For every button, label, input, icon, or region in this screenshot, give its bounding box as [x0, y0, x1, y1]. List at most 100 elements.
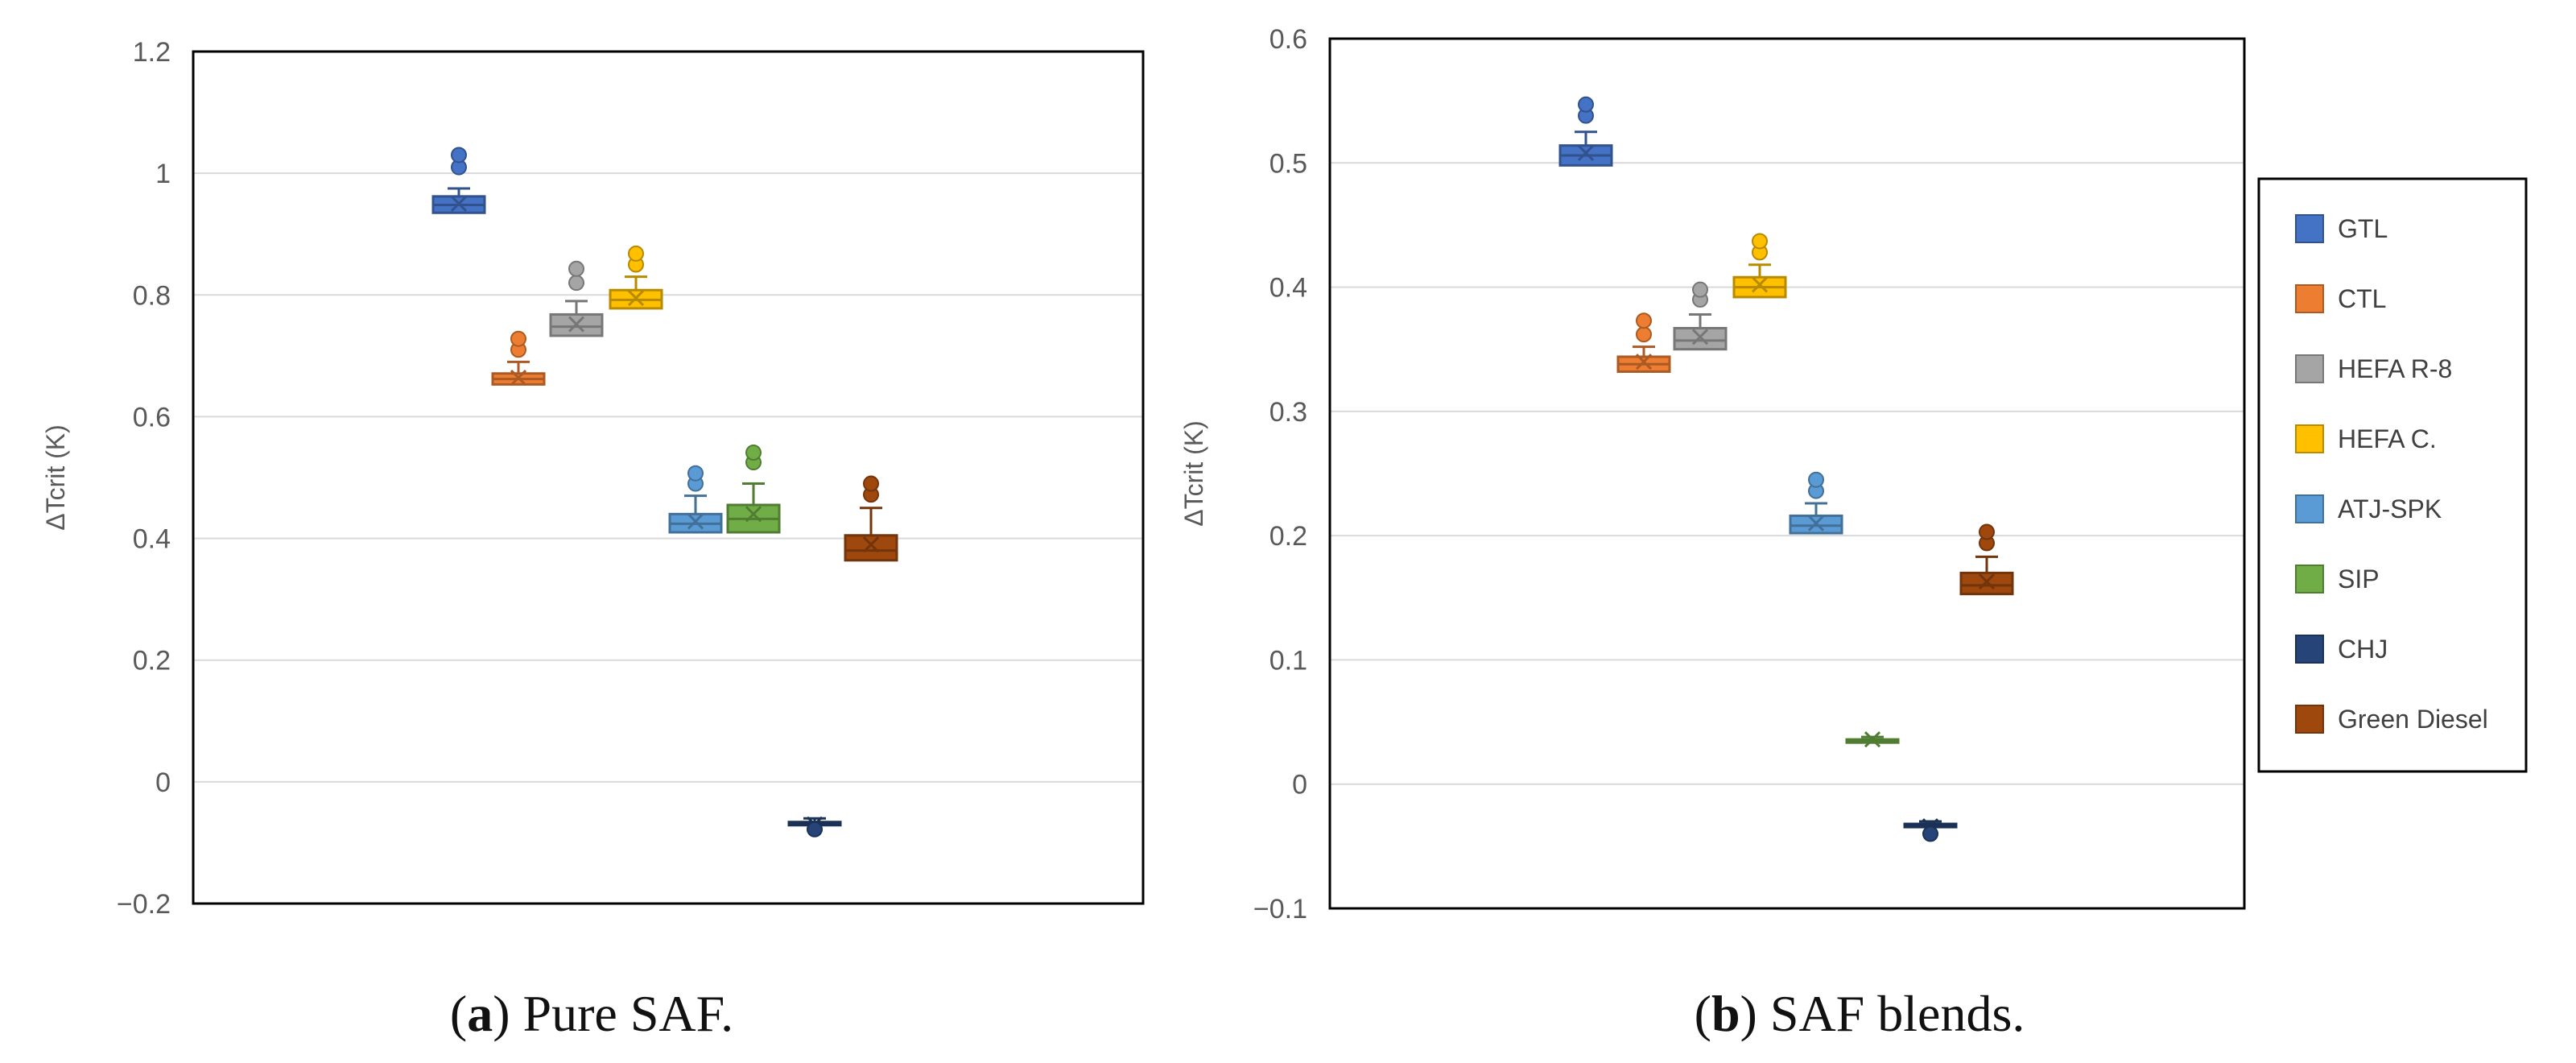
outlier-chj [807, 821, 823, 838]
legend-swatch-chj [2295, 635, 2324, 664]
legend-label-sip: SIP [2338, 565, 2380, 594]
mean-marker-hefa-r-8 [568, 316, 585, 333]
panel-a-y-tick-label: 1.2 [133, 37, 171, 68]
mean-marker-green-diesel [1978, 573, 1996, 590]
mean-marker-stroke [1691, 329, 1709, 345]
legend-label-hefa-r-8: HEFA R-8 [2338, 354, 2452, 383]
mean-marker-ctl [510, 370, 527, 387]
panel-b-y-tick-label: −0.1 [1253, 894, 1307, 924]
outlier-chj [1922, 825, 1938, 842]
panel-b-y-tick-label: 0.6 [1269, 24, 1307, 55]
box-gtl [431, 147, 486, 214]
mean-marker-atj-spk [687, 513, 704, 530]
outlier-gtl [1578, 96, 1594, 113]
mean-marker-stroke [745, 506, 762, 523]
legend-label-gtl: GTL [2338, 214, 2388, 243]
mean-marker-stroke [1807, 515, 1825, 532]
legend-item-atj-spk: ATJ-SPK [2295, 494, 2442, 523]
outlier-atj-spk [687, 465, 704, 482]
legend-swatch-hefa-c [2295, 424, 2324, 453]
legend-items: GTL CTL HEFA R-8 HEFA C. ATJ-SPK SIP CHJ Green … [2295, 214, 2488, 734]
panel-a-y-tick-label: 0.2 [133, 646, 171, 676]
panel-b-plot-frame [1328, 37, 2246, 910]
legend-item-hefa-c: HEFA C. [2295, 424, 2437, 453]
box-sip [1845, 731, 1900, 748]
panel-a-y-tick-label: 1 [155, 159, 171, 189]
legend-swatch-sip [2295, 565, 2324, 594]
panel-b-y-axis-label: ΔTcrit (K) [1179, 420, 1208, 527]
mean-marker-stroke [1978, 573, 1996, 590]
box-sip [726, 445, 781, 534]
panel-b-y-tick-label: 0.4 [1269, 273, 1307, 304]
mean-marker-stroke [510, 370, 527, 387]
panel-a-y-axis-label: ΔTcrit (K) [41, 424, 70, 531]
mean-marker-green-diesel [862, 536, 880, 553]
panel-b-y-tick-label: 0.3 [1269, 397, 1307, 428]
legend-frame [2257, 177, 2528, 773]
mean-marker-hefa-c [627, 290, 645, 307]
outlier-hefa-r-8 [568, 275, 584, 292]
mean-marker-stroke [862, 536, 880, 553]
panel-b-y-tick-label: 0.2 [1269, 521, 1307, 552]
legend-swatch-green-diesel [2295, 705, 2324, 734]
box-hefa-r-8 [1673, 281, 1728, 351]
mean-marker-hefa-r-8 [1691, 329, 1709, 345]
panel-a-y-ticks: −0.2 0 0.2 0.4 0.6 0.8 1 1.2 [117, 37, 171, 920]
mean-marker-stroke [1864, 731, 1881, 748]
mean-marker-gtl [1577, 144, 1595, 162]
box-atj-spk [1789, 471, 1843, 535]
outlier-ctl [510, 330, 526, 347]
outlier-hefa-c [628, 245, 644, 262]
outlier-hefa-r-8 [1692, 281, 1708, 298]
box-green-diesel [844, 475, 898, 562]
box-ctl [491, 330, 546, 387]
outlier-ctl [1636, 312, 1652, 329]
panel-b-y-tick-label: 0.5 [1269, 148, 1307, 179]
mean-marker-stroke [1751, 276, 1769, 293]
mean-marker-ctl [1635, 354, 1653, 370]
box-hefa-c [609, 245, 663, 310]
legend-item-ctl: CTL [2295, 284, 2386, 313]
outlier-green-diesel [1979, 523, 1995, 540]
outlier-green-diesel [863, 475, 879, 492]
legend-label-chj: CHJ [2338, 635, 2388, 664]
box-atj-spk [668, 465, 723, 534]
mean-marker-hefa-c [1751, 276, 1769, 293]
legend-label-atj-spk: ATJ-SPK [2338, 494, 2442, 523]
mean-marker-stroke [450, 195, 468, 212]
legend-label-hefa-c: HEFA C. [2338, 424, 2437, 453]
panel-b-gridlines [1330, 162, 2244, 785]
iqr-box-green-diesel [1959, 571, 2014, 596]
legend-swatch-gtl [2295, 214, 2324, 243]
mean-marker-stroke [1577, 144, 1595, 162]
legend: GTL CTL HEFA R-8 HEFA C. ATJ-SPK SIP CHJ Green … [2257, 177, 2528, 773]
mean-marker-sip [1864, 731, 1881, 748]
iqr-box-green-diesel [844, 534, 898, 562]
iqr-box-hefa-r-8 [1673, 326, 1728, 351]
mean-marker-stroke [627, 290, 645, 307]
box-gtl [1558, 96, 1613, 167]
mean-marker-stroke [1635, 354, 1653, 370]
panel-a-boxes [431, 147, 898, 838]
panel-a-caption-text: Pure SAF. [523, 985, 734, 1042]
outlier-sip [745, 445, 762, 461]
panel-a-y-tick-label: 0.8 [133, 280, 171, 311]
legend-item-chj: CHJ [2295, 635, 2388, 664]
outlier-hefa-c [1752, 233, 1768, 250]
box-hefa-r-8 [549, 260, 604, 337]
legend-label-ctl: CTL [2338, 284, 2386, 313]
panel-b-caption-label: b [1711, 985, 1740, 1042]
legend-item-green-diesel: Green Diesel [2295, 705, 2488, 734]
mean-marker-stroke [568, 316, 585, 333]
legend-item-hefa-r-8: HEFA R-8 [2295, 354, 2452, 383]
outlier-hefa-r-8 [568, 260, 584, 277]
panel-b-caption: (b) SAF blends. [1695, 985, 2025, 1042]
legend-item-gtl: GTL [2295, 214, 2388, 243]
legend-swatch-atj-spk [2295, 494, 2324, 523]
panel-a-caption: (a) Pure SAF. [450, 985, 733, 1042]
outlier-atj-spk [1808, 471, 1824, 488]
box-hefa-c [1732, 233, 1787, 299]
box-ctl [1616, 312, 1671, 373]
panel-b-saf-blends: −0.1 0 0.1 0.2 0.3 0.4 0.5 0.6 ΔTcrit (K) (b) S… [1179, 24, 2246, 1042]
box-green-diesel [1959, 523, 2014, 596]
